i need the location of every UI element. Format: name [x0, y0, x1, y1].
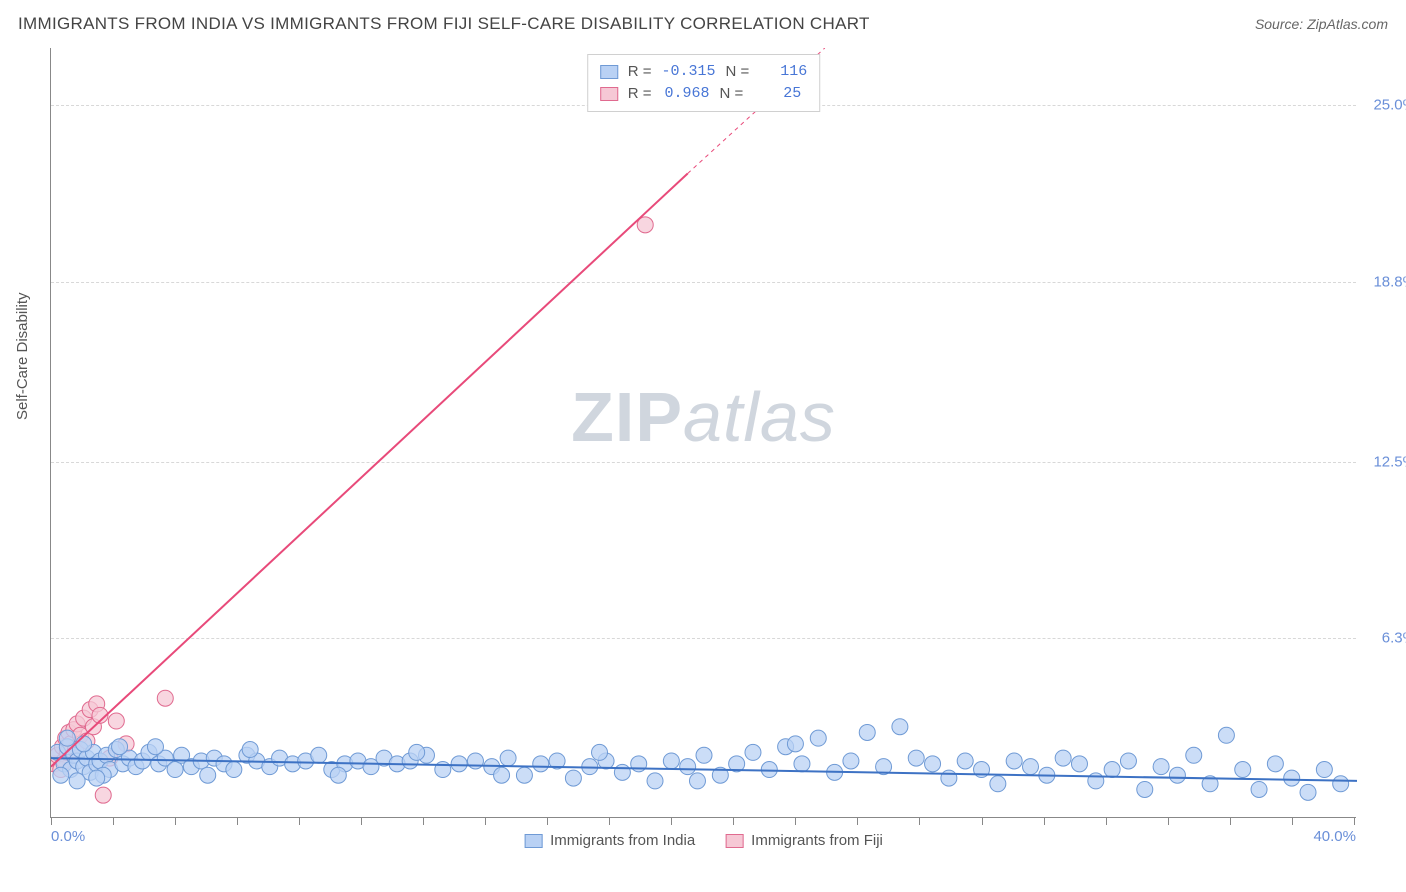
chart-header: IMMIGRANTS FROM INDIA VS IMMIGRANTS FROM… — [18, 14, 1388, 34]
correlation-row-india: R = -0.315 N = 116 — [600, 61, 808, 83]
swatch-fiji-icon — [600, 87, 618, 101]
legend-item-india: Immigrants from India — [524, 832, 695, 849]
r-label: R = — [628, 61, 652, 83]
x-axis-min-label: 0.0% — [51, 828, 85, 845]
swatch-fiji-icon — [725, 834, 743, 848]
y-tick-label: 12.5% — [1360, 453, 1406, 470]
series-legend: Immigrants from India Immigrants from Fi… — [524, 832, 883, 849]
scatter-plot-svg — [51, 48, 1357, 818]
n-value-india: 116 — [759, 61, 807, 83]
legend-label-india: Immigrants from India — [550, 832, 695, 849]
source-name: ZipAtlas.com — [1307, 16, 1388, 32]
y-tick-label: 6.3% — [1360, 630, 1406, 647]
swatch-india-icon — [600, 65, 618, 79]
n-label: N = — [726, 61, 750, 83]
n-value-fiji: 25 — [753, 83, 801, 105]
swatch-india-icon — [524, 834, 542, 848]
correlation-row-fiji: R = 0.968 N = 25 — [600, 83, 808, 105]
source-prefix: Source: — [1255, 16, 1307, 32]
y-tick-label: 18.8% — [1360, 273, 1406, 290]
legend-label-fiji: Immigrants from Fiji — [751, 832, 883, 849]
chart-title: IMMIGRANTS FROM INDIA VS IMMIGRANTS FROM… — [18, 14, 870, 34]
r-label: R = — [628, 83, 652, 105]
source-attribution: Source: ZipAtlas.com — [1255, 16, 1388, 32]
y-tick-label: 25.0% — [1360, 97, 1406, 114]
watermark: ZIPatlas — [571, 377, 836, 457]
watermark-zip: ZIP — [571, 378, 683, 456]
plot-area: ZIPatlas 6.3%12.5%18.8%25.0% R = -0.315 … — [50, 48, 1356, 818]
r-value-fiji: 0.968 — [661, 83, 709, 105]
watermark-atlas: atlas — [683, 378, 836, 456]
x-axis-max-label: 40.0% — [1313, 828, 1356, 845]
n-label: N = — [719, 83, 743, 105]
correlation-legend: R = -0.315 N = 116 R = 0.968 N = 25 — [587, 54, 821, 112]
y-axis-label: Self-Care Disability — [14, 292, 31, 420]
r-value-india: -0.315 — [661, 61, 715, 83]
legend-item-fiji: Immigrants from Fiji — [725, 832, 883, 849]
